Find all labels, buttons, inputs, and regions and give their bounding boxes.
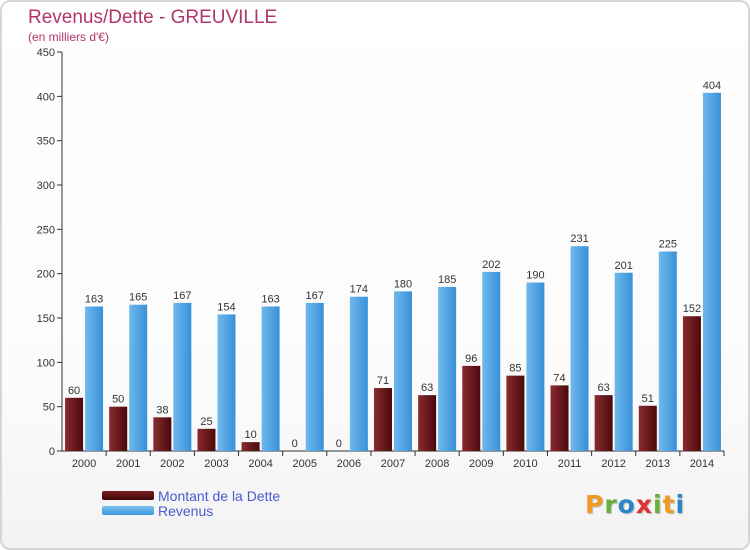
dette-bar <box>638 405 657 451</box>
revenus-bar <box>349 296 368 451</box>
revenus-bar <box>482 271 501 451</box>
dette-bar <box>153 417 172 451</box>
x-tick-label: 2012 <box>601 458 625 470</box>
dette-bar <box>241 442 260 451</box>
y-tick-label: 400 <box>37 91 55 103</box>
legend-label-revenus: Revenus <box>158 502 214 519</box>
x-tick-label: 2000 <box>72 458 96 470</box>
y-tick-label: 50 <box>43 402 55 414</box>
y-tick-label: 150 <box>37 313 55 325</box>
legend: Montant de la Dette Revenus <box>102 487 281 519</box>
revenus-bar <box>173 302 192 451</box>
dette-bar <box>374 388 392 451</box>
revenus-bar <box>702 92 721 451</box>
dette-bar <box>462 365 481 451</box>
revenus-bar <box>526 282 545 451</box>
revenus-bar <box>570 246 589 451</box>
legend-swatch-revenus <box>102 506 154 515</box>
x-tick-label: 2014 <box>690 458 714 470</box>
revenus-bar <box>85 306 104 451</box>
dette-bar <box>594 395 613 451</box>
dette-bar <box>682 316 701 451</box>
legend-swatch-dette <box>102 491 154 500</box>
legend-item-revenus: Revenus <box>102 502 280 519</box>
revenus-value-label: 231 <box>570 233 588 245</box>
y-tick-label: 250 <box>37 224 55 236</box>
dette-value-label: 25 <box>200 416 212 428</box>
revenus-value-label: 202 <box>482 259 500 271</box>
revenus-value-label: 180 <box>394 278 412 290</box>
dette-value-label: 71 <box>377 375 389 387</box>
revenus-bar <box>129 304 148 451</box>
revenus-bar <box>614 272 633 451</box>
dette-value-label: 85 <box>509 363 521 375</box>
revenus-value-label: 404 <box>703 80 721 92</box>
dette-value-label: 60 <box>68 385 80 397</box>
x-tick-label: 2008 <box>425 458 449 470</box>
y-tick-label: 100 <box>37 357 55 369</box>
y-tick-label: 450 <box>37 47 55 59</box>
dette-bar <box>418 395 437 451</box>
dette-value-label: 74 <box>553 372 565 384</box>
revenus-value-label: 174 <box>350 284 368 296</box>
x-tick-label: 2005 <box>292 458 316 470</box>
revenus-value-label: 154 <box>217 301 235 313</box>
proxiti-logo: Proxiti <box>585 490 686 519</box>
dette-bar <box>197 428 216 451</box>
dette-value-label: 152 <box>683 303 701 315</box>
revenus-value-label: 167 <box>173 290 191 302</box>
dette-value-label: 38 <box>156 404 168 416</box>
x-tick-label: 2009 <box>469 458 493 470</box>
revenus-value-label: 165 <box>129 292 147 304</box>
revenus-bar <box>261 306 280 451</box>
revenus-bar <box>438 286 457 451</box>
revenus-bar <box>217 314 236 451</box>
dette-value-label: 63 <box>421 382 433 394</box>
dette-value-label: 51 <box>642 393 654 405</box>
x-tick-label: 2007 <box>381 458 405 470</box>
dette-bar <box>65 397 84 451</box>
x-tick-label: 2013 <box>646 458 670 470</box>
dette-value-label: 0 <box>336 438 342 450</box>
dette-value-label: 63 <box>598 382 610 394</box>
dette-bar <box>550 385 569 451</box>
x-tick-label: 2003 <box>204 458 228 470</box>
x-tick-label: 2001 <box>116 458 140 470</box>
revenus-value-label: 225 <box>659 239 677 251</box>
revenus-value-label: 201 <box>614 260 632 272</box>
chart-subtitle: (en milliers d'€) <box>28 30 109 44</box>
dette-bar <box>506 375 525 451</box>
legend-item-dette: Montant de la Dette <box>102 487 281 504</box>
chart-title: Revenus/Dette - GREUVILLE <box>28 7 278 28</box>
x-tick-label: 2010 <box>513 458 537 470</box>
dette-value-label: 0 <box>292 438 298 450</box>
revenus-bar <box>305 302 324 451</box>
revenus-bar <box>658 251 677 451</box>
y-tick-label: 200 <box>37 269 55 281</box>
revenus-value-label: 163 <box>85 293 103 305</box>
revenus-bar <box>394 291 412 451</box>
dette-bar <box>109 406 128 451</box>
y-tick-label: 350 <box>37 136 55 148</box>
legend-label-dette: Montant de la Dette <box>158 487 281 504</box>
revenus-value-label: 190 <box>526 270 544 282</box>
revenus-value-label: 167 <box>306 290 324 302</box>
dette-value-label: 10 <box>244 429 256 441</box>
x-tick-label: 2002 <box>160 458 184 470</box>
y-tick-label: 300 <box>37 180 55 192</box>
x-tick-label: 2006 <box>337 458 361 470</box>
revenus-value-label: 185 <box>438 274 456 286</box>
x-tick-label: 2011 <box>558 458 582 470</box>
revenus-value-label: 163 <box>261 293 279 305</box>
dette-value-label: 96 <box>465 353 477 365</box>
x-tick-label: 2004 <box>248 458 272 470</box>
y-tick-label: 0 <box>49 446 55 458</box>
dette-value-label: 50 <box>112 394 124 406</box>
